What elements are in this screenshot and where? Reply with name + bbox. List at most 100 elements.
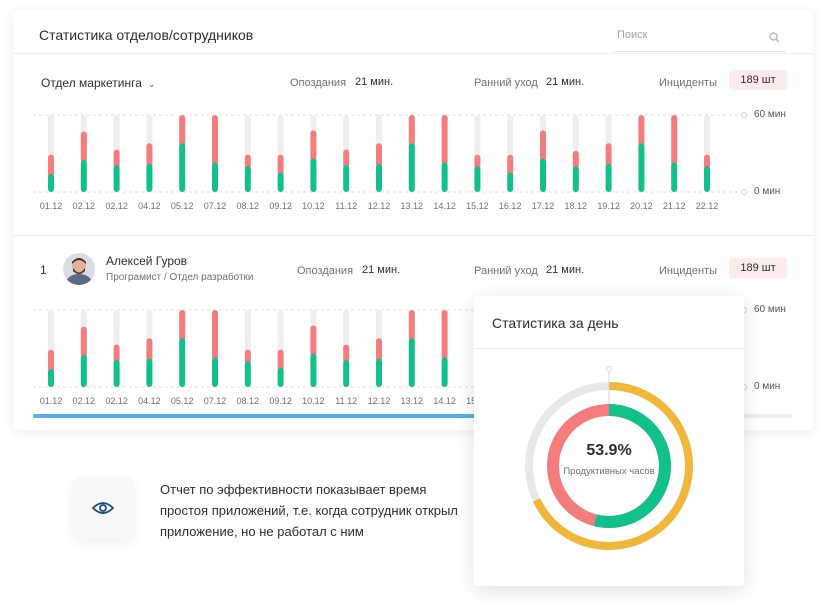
bar-idle <box>441 115 448 166</box>
x-tick-label: 04.12 <box>138 396 161 406</box>
x-tick-label: 10.12 <box>302 201 325 211</box>
search-input[interactable] <box>613 20 763 50</box>
bar-idle <box>343 344 350 364</box>
employee-index: 1 <box>40 263 47 277</box>
bar-idle <box>277 154 284 176</box>
x-tick-label: 02.12 <box>72 396 96 406</box>
horizontal-scrollbar[interactable] <box>33 414 793 418</box>
bar-productive <box>507 172 514 192</box>
bar-productive <box>441 357 448 387</box>
bar-productive <box>80 354 87 387</box>
bar-idle <box>113 149 120 169</box>
x-tick-label: 14.12 <box>433 201 456 211</box>
x-tick-label: 04.12 <box>138 201 161 211</box>
search-icon[interactable] <box>769 30 780 48</box>
bar-idle <box>212 310 218 361</box>
bar-productive <box>572 166 579 192</box>
x-tick-label: 22.12 <box>695 201 719 211</box>
bar-productive <box>146 358 153 387</box>
x-tick-label: 10.12 <box>302 396 325 406</box>
day-stats-title: Статистика за день <box>492 315 619 331</box>
bar-idle <box>212 115 218 166</box>
department-summary: Отдел маркетинга ⌄ Опоздания 21 мин. Ранн… <box>13 70 813 96</box>
bar-idle <box>80 326 87 358</box>
y-tick-max: 60 мин <box>754 304 786 315</box>
late-label: Опоздания <box>290 77 347 89</box>
early-leave-label: Ранний уход <box>474 77 538 89</box>
bar-idle <box>48 349 54 373</box>
bar-productive <box>408 338 415 387</box>
bar-productive <box>376 163 382 192</box>
department-chart: 01.12 02.12 02.12 04.12 05.12 07.12 08.12 09.12… <box>13 102 813 212</box>
x-tick-label: 01.12 <box>39 396 63 406</box>
early-leave-label: Ранний уход <box>474 265 538 277</box>
bar-chart-svg <box>33 112 747 195</box>
x-tick-label: 02.12 <box>72 201 96 211</box>
early-leave-value: 21 мин. <box>546 76 585 88</box>
bar-idle <box>244 349 251 365</box>
bar-idle <box>48 154 54 178</box>
bar-idle <box>146 143 153 167</box>
bar-idle <box>80 131 87 163</box>
bar-idle <box>704 154 710 170</box>
bar-productive <box>48 369 54 387</box>
bar-idle <box>277 349 284 371</box>
x-tick-label: 16.12 <box>498 201 522 211</box>
bar-idle <box>408 115 415 147</box>
bar-idle <box>605 143 612 167</box>
y-tick-zero: 0 мин <box>754 381 781 392</box>
x-tick-label: 02.12 <box>105 396 128 406</box>
bar-idle <box>540 130 546 162</box>
bar-productive <box>80 159 87 192</box>
late-value: 21 мин. <box>355 76 394 88</box>
department-select[interactable]: Отдел маркетинга ⌄ <box>41 76 155 90</box>
x-tick-label: 08.12 <box>236 201 260 211</box>
x-tick-label: 19.12 <box>597 201 620 211</box>
gridline-marker <box>741 189 747 195</box>
x-tick-label: 18.12 <box>564 201 588 211</box>
bar-idle <box>179 310 186 342</box>
productive-label: Продуктивных часов <box>563 466 655 477</box>
bar-productive <box>244 361 251 387</box>
bar-productive <box>638 143 645 192</box>
x-tick-label: 02.12 <box>105 201 128 211</box>
eye-icon <box>92 502 114 514</box>
bar-productive <box>376 358 382 387</box>
eye-icon-box <box>72 477 134 539</box>
bar-idle <box>146 338 153 362</box>
productivity-donut <box>525 366 693 550</box>
bar-idle <box>376 338 382 362</box>
employee-role: Програмист / Отдел разработки <box>106 272 254 283</box>
x-tick-label: 11.12 <box>335 201 358 211</box>
x-tick-label: 05.12 <box>170 396 194 406</box>
bar-productive <box>408 143 415 192</box>
bar-productive <box>212 162 218 192</box>
bar-productive <box>277 367 284 387</box>
scrollbar-thumb[interactable] <box>33 414 482 418</box>
chevron-down-icon: ⌄ <box>147 79 156 89</box>
x-tick-label: 05.12 <box>170 201 194 211</box>
productive-percent: 53.9% <box>586 442 632 459</box>
bar-idle <box>244 154 251 170</box>
x-tick-label: 13.12 <box>400 396 424 406</box>
department-name: Отдел маркетинга <box>41 76 142 90</box>
donut-start-dot <box>606 366 612 372</box>
x-tick-label: 07.12 <box>203 201 227 211</box>
x-tick-label: 12.12 <box>367 396 391 406</box>
divider <box>13 235 813 236</box>
x-tick-label: 12.12 <box>367 201 391 211</box>
employee-summary: Опоздания 21 мин. Ранний уход 21 мин. Ин… <box>13 258 813 284</box>
incidents-badge: 189 шт <box>729 70 787 90</box>
bar-productive <box>277 172 284 192</box>
x-tick-label: 09.12 <box>269 396 292 406</box>
bar-productive <box>441 162 448 192</box>
x-tick-label: 17.12 <box>531 201 555 211</box>
x-tick-label: 20.12 <box>630 201 653 211</box>
employee-name: Алексей Гуров <box>106 254 188 268</box>
bar-productive <box>540 158 546 192</box>
bar-productive <box>48 174 54 192</box>
bar-productive <box>244 166 251 192</box>
search-box[interactable] <box>613 20 786 52</box>
bar-productive <box>605 163 612 192</box>
bar-idle <box>179 115 186 147</box>
